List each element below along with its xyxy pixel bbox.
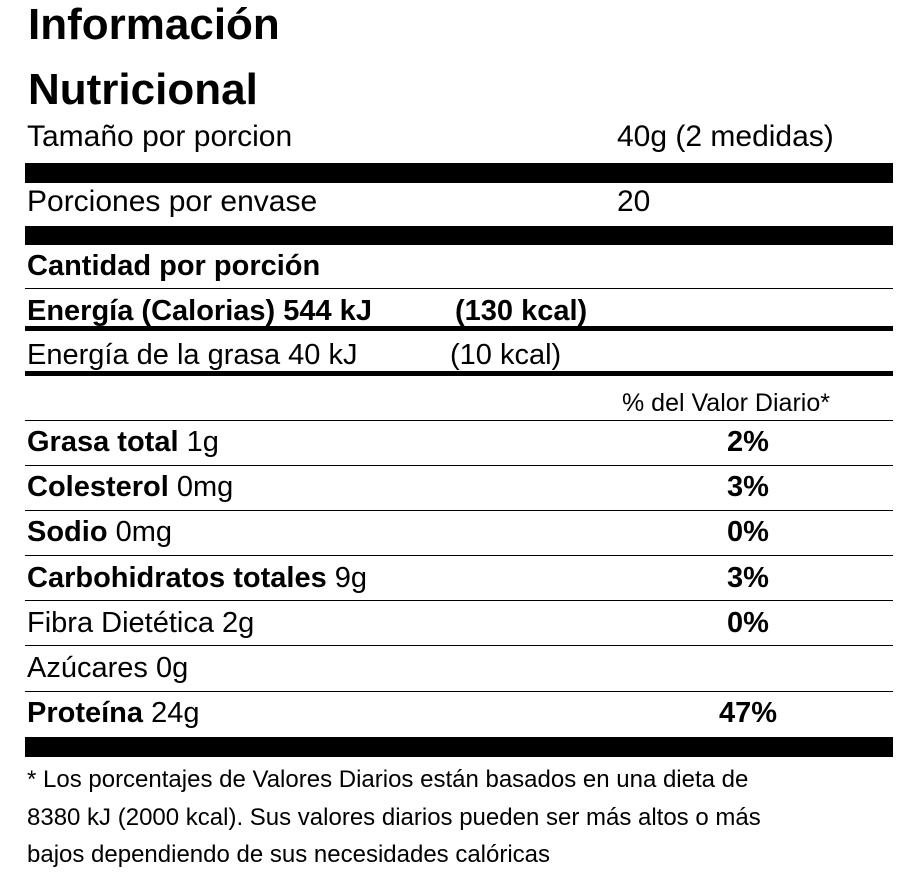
fat-energy-kcal: (10 kcal) [450, 339, 562, 371]
nutrient-percent: 2% [688, 427, 808, 457]
percent-text: 0% [727, 516, 769, 549]
nutrient-percent: 0% [688, 608, 808, 638]
nutrient-percent: 47% [688, 698, 808, 728]
nutrient-row: Proteína 24g [27, 698, 199, 728]
nutrient-row: Azúcares 0g [27, 653, 188, 683]
serving-value: 20 [617, 185, 651, 218]
divider [25, 509, 893, 511]
nutrient-name: Proteína [27, 697, 144, 730]
nutrient-row: Sodio 0mg [27, 517, 172, 547]
divider [25, 690, 893, 692]
divider [25, 371, 893, 376]
nutrient-amount: 0g [155, 652, 189, 684]
divider [25, 163, 893, 183]
nutrient-amount: 0mg [115, 516, 173, 549]
nutrient-name: Carbohidratos totales [27, 561, 327, 594]
divider [25, 226, 893, 245]
nutrient-row: Grasa total 1g [27, 427, 219, 457]
fat-energy: Energía de la grasa 40 kJ [27, 339, 358, 371]
nutrient-percent: 0% [688, 517, 808, 547]
footnote: bajos dependiendo de sus necesidades cal… [27, 841, 551, 868]
divider [25, 326, 893, 331]
nutrient-row: Colesterol 0mg [27, 472, 233, 502]
nutrient-amount: 24g [151, 697, 200, 730]
nutrient-name: Fibra Dietética [27, 606, 214, 639]
nutrient-amount: 9g [334, 561, 368, 594]
energy: Energía (Calorias) 544 kJ [27, 295, 372, 327]
percent-text: 0% [727, 606, 769, 639]
footnote: 8380 kJ (2000 kcal). Sus valores diarios… [27, 804, 761, 831]
percent-text: 3% [727, 561, 769, 594]
nutrient-amount: 0mg [176, 471, 234, 504]
daily-value-heading: % del Valor Diario* [622, 389, 830, 417]
footnote: * Los porcentajes de Valores Diarios est… [27, 766, 749, 793]
title: Información [28, 0, 280, 49]
nutrient-name: Grasa total [27, 426, 179, 458]
nutrient-amount: 2g [222, 606, 255, 639]
divider [25, 420, 893, 421]
nutrient-amount: 1g [186, 426, 219, 458]
title: Nutricional [28, 65, 258, 114]
divider [25, 555, 893, 556]
nutrient-row: Fibra Dietética 2g [27, 608, 254, 638]
percent-text: 47% [718, 697, 778, 730]
divider [25, 645, 893, 647]
nutrient-row: Carbohidratos totales 9g [27, 563, 367, 593]
nutrient-name: Sodio [27, 516, 108, 549]
serving-value: 40g (2 medidas) [617, 120, 834, 153]
nutrient-name: Azúcares [27, 652, 148, 684]
percent-text: 3% [727, 471, 769, 504]
nutrient-percent: 3% [688, 472, 808, 502]
nutrient-name: Colesterol [27, 471, 169, 504]
energy-kcal: (130 kcal) [455, 295, 588, 327]
serving-label: Tamaño por porcion [27, 120, 293, 153]
percent-text: 2% [727, 426, 769, 458]
divider [25, 464, 893, 466]
amount-heading: Cantidad por porción [27, 250, 321, 282]
divider [25, 600, 893, 602]
divider [25, 737, 893, 757]
divider [25, 288, 893, 289]
nutrient-percent: 3% [688, 563, 808, 593]
serving-label: Porciones por envase [27, 185, 318, 218]
